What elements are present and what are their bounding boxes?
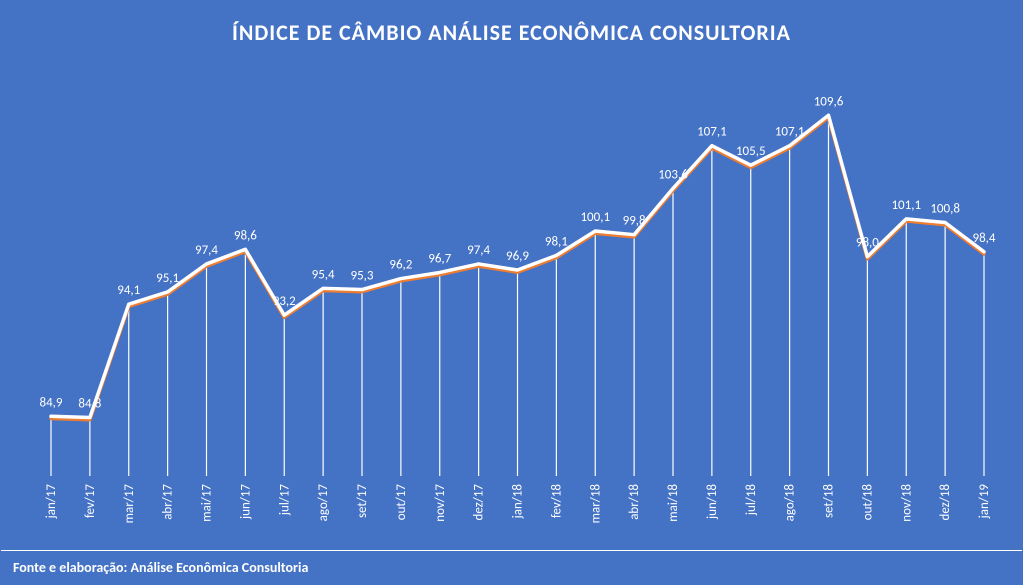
data-label: 101,1: [891, 198, 921, 213]
chart-container: ÍNDICE DE CÂMBIO ANÁLISE ECONÔMICA CONSU…: [0, 0, 1023, 585]
category-label: out/17: [394, 484, 409, 521]
data-label: 97,4: [195, 243, 218, 258]
category-label: nov/18: [899, 484, 914, 522]
data-label: 95,4: [312, 267, 335, 282]
data-label: 97,4: [467, 243, 490, 258]
category-label: fev/17: [83, 484, 98, 519]
chart-svg: 84,9 84,8 94,1 95,1 97,4 98,6 93,2 95,4 95,3 96,2…: [1, 1, 1023, 586]
category-label: ago/17: [316, 484, 331, 522]
category-label: jun/18: [705, 484, 720, 520]
category-label: ago/18: [783, 484, 798, 522]
data-label: 96,7: [428, 251, 451, 266]
category-label: mar/18: [588, 484, 603, 524]
data-label: 95,3: [350, 269, 373, 284]
category-label: set/18: [822, 484, 837, 518]
data-label: 98,0: [856, 236, 879, 251]
category-label: dez/17: [472, 484, 487, 521]
data-label: 98,4: [972, 231, 995, 246]
data-label: 107,1: [775, 125, 805, 140]
category-label: mai/18: [666, 484, 681, 522]
data-label: 109,6: [814, 94, 844, 109]
category-label: jan/19: [977, 484, 992, 520]
chart-footer: Fonte e elaboração: Análise Econômica Co…: [1, 550, 1022, 584]
data-label: 98,6: [234, 228, 257, 243]
category-label: dez/18: [938, 484, 953, 521]
category-label: fev/18: [549, 484, 564, 519]
category-label: jul/17: [277, 484, 292, 517]
category-label: jun/17: [238, 484, 253, 520]
category-label: abr/17: [161, 484, 176, 520]
data-label: 98,1: [545, 234, 568, 249]
category-label: jan/17: [44, 484, 59, 520]
data-label: 107,1: [697, 125, 727, 140]
data-label: 84,8: [78, 397, 101, 412]
data-label: 100,1: [580, 210, 610, 225]
data-label: 93,2: [273, 294, 296, 309]
category-label: mai/17: [200, 484, 215, 522]
category-label: abr/18: [627, 484, 642, 520]
data-label: 96,9: [506, 249, 529, 264]
category-label: nov/17: [433, 484, 448, 522]
data-label: 105,5: [736, 144, 766, 159]
data-label: 103,6: [658, 167, 688, 182]
category-label: mar/17: [122, 484, 137, 524]
data-label: 99,8: [623, 214, 646, 229]
data-label: 96,2: [389, 258, 412, 273]
data-label: 84,9: [39, 395, 62, 410]
category-label: out/18: [860, 484, 875, 521]
category-label: jul/18: [744, 484, 759, 517]
data-label: 100,8: [930, 202, 960, 217]
category-label: jan/18: [511, 484, 526, 520]
data-label: 95,1: [156, 271, 179, 286]
data-label: 94,1: [117, 283, 140, 298]
category-label: set/17: [355, 484, 370, 518]
